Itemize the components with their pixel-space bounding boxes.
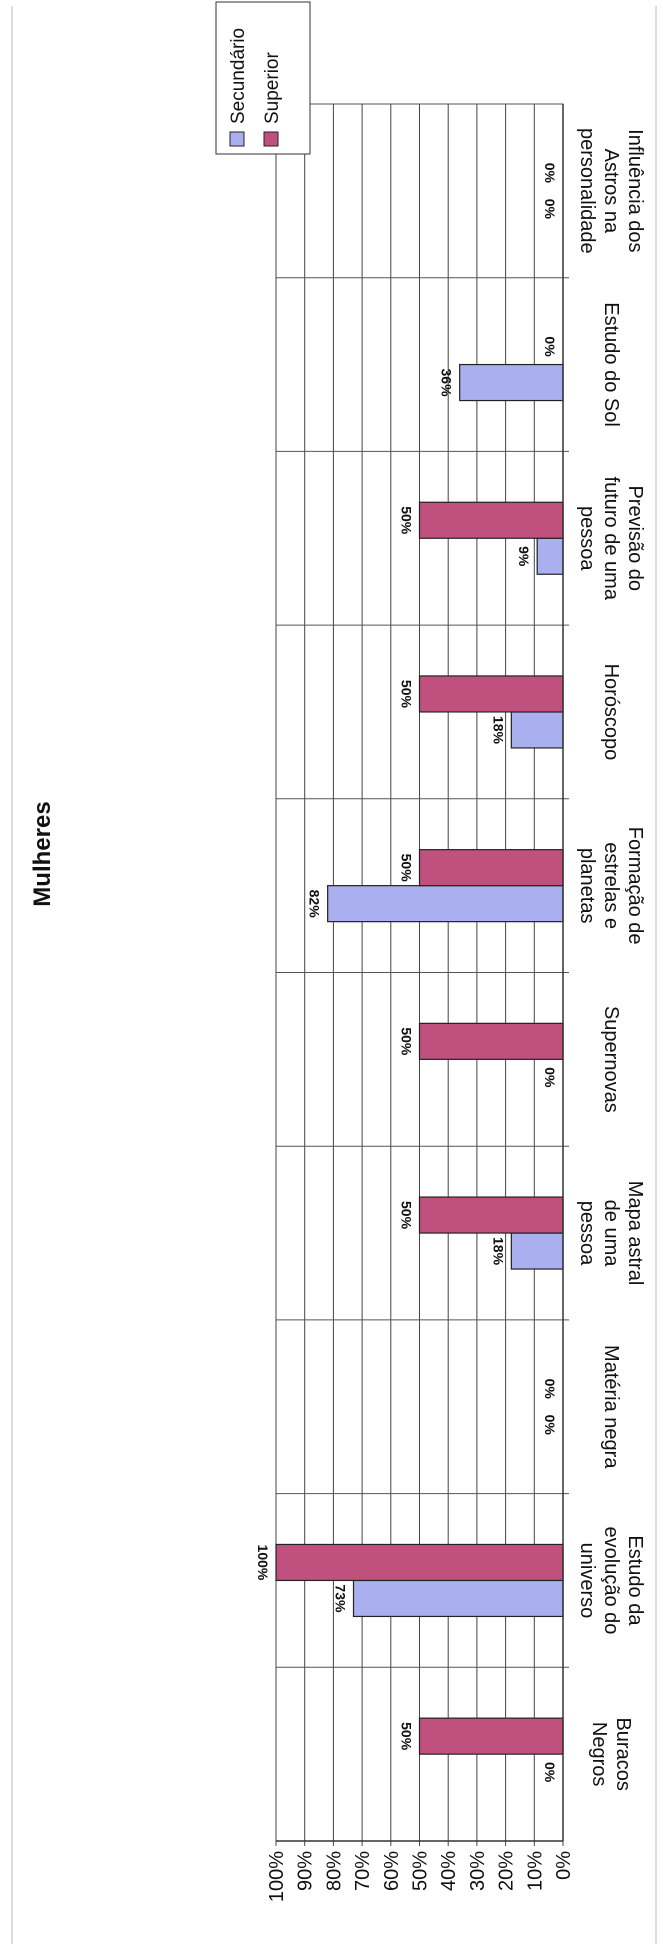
- category-label-line: Influência dos: [624, 129, 646, 252]
- legend-box: [215, 1, 311, 155]
- category-label-line: Formação de: [624, 827, 646, 945]
- category-label-line: Estudo do Sol: [600, 302, 622, 427]
- y-tick-label: 80%: [323, 1851, 345, 1891]
- legend-swatch: [263, 131, 279, 147]
- legend-label: Secundário: [228, 28, 249, 124]
- bar-secundario: [510, 711, 564, 749]
- bars: [275, 363, 564, 1755]
- category-label-line: evolução do: [600, 1527, 622, 1635]
- legend-label: Superior: [262, 52, 283, 124]
- bar-secundario: [536, 537, 564, 575]
- data-label: 0%: [542, 1762, 558, 1783]
- bar-superior: [418, 849, 564, 887]
- data-label: 0%: [542, 1415, 558, 1436]
- data-label: 50%: [399, 1201, 415, 1230]
- y-tick-label: 100%: [266, 1851, 288, 1902]
- bar-superior: [275, 1543, 564, 1582]
- data-label: 9%: [516, 546, 532, 567]
- bar-superior: [418, 501, 564, 539]
- category-label-line: Matéria negra: [600, 1345, 622, 1469]
- data-label: 50%: [399, 854, 415, 883]
- y-tick-label: 30%: [467, 1851, 489, 1891]
- legend-swatch: [229, 131, 245, 147]
- category-label: Matéria negra: [600, 1345, 622, 1469]
- bar-secundario: [327, 885, 564, 923]
- y-tick-label: 50%: [410, 1851, 432, 1891]
- category-label-line: planetas: [576, 848, 598, 924]
- legend: Secundário Superior: [215, 1, 311, 155]
- data-label: 100%: [255, 1545, 271, 1581]
- y-tick-label: 60%: [381, 1851, 403, 1891]
- data-label: 50%: [399, 1722, 415, 1751]
- data-label: 50%: [399, 1027, 415, 1056]
- bar-secundario: [510, 1232, 564, 1270]
- bar-superior: [418, 675, 564, 713]
- data-labels: 0% 50% 73% 100% 0% 0% 18% 50% 0% 50% 82% 50% 18% 50% 9…: [255, 163, 558, 1783]
- data-label: 36%: [439, 369, 455, 398]
- data-label: 18%: [490, 716, 506, 745]
- category-label-line: Supernovas: [600, 1006, 622, 1113]
- data-label: 50%: [399, 680, 415, 709]
- data-label: 0%: [542, 199, 558, 220]
- category-label-line: de uma: [600, 1200, 622, 1268]
- data-label: 50%: [399, 506, 415, 535]
- y-tick-label: 0%: [553, 1851, 575, 1880]
- category-label-line: Horóscopo: [600, 664, 622, 761]
- category-label-line: universo: [576, 1543, 598, 1619]
- data-label: 0%: [542, 163, 558, 184]
- category-label-line: Astros na: [600, 149, 622, 234]
- category-label-line: Estudo da: [624, 1535, 646, 1626]
- category-label-line: pessoa: [576, 506, 598, 571]
- y-tick-label: 20%: [496, 1851, 518, 1891]
- category-label-line: personalidade: [576, 128, 598, 254]
- data-label: 18%: [490, 1237, 506, 1266]
- category-label: Horóscopo: [600, 664, 622, 761]
- category-label-line: Mapa astral: [624, 1181, 646, 1286]
- bar-superior: [418, 1196, 564, 1234]
- y-axis: [275, 104, 564, 1846]
- data-label: 73%: [332, 1584, 348, 1613]
- data-label: 0%: [542, 336, 558, 357]
- category-label-line: estrelas e: [600, 842, 622, 929]
- category-label-line: Negros: [588, 1722, 610, 1786]
- category-label: Estudo do Sol: [600, 302, 622, 427]
- bar-superior: [418, 1022, 564, 1060]
- category-label-line: futuro de uma: [600, 477, 622, 601]
- y-tick-label: 70%: [352, 1851, 374, 1891]
- bar-secundario: [459, 363, 564, 402]
- y-tick-label: 10%: [524, 1851, 546, 1891]
- data-label: 82%: [307, 890, 323, 919]
- chart-title: Mulheres: [29, 801, 56, 906]
- bar-superior: [418, 1717, 564, 1755]
- data-label: 0%: [542, 1379, 558, 1400]
- y-tick-label: 40%: [438, 1851, 460, 1891]
- y-tick-labels: 0% 10% 20% 30% 40% 50% 60% 70% 80% 90% 100%: [266, 1851, 575, 1902]
- bar-secundario: [352, 1579, 564, 1618]
- category-label-line: Buracos: [612, 1717, 634, 1790]
- category-label: Supernovas: [600, 1006, 622, 1113]
- category-label-line: pessoa: [576, 1201, 598, 1266]
- y-tick-label: 90%: [295, 1851, 317, 1891]
- category-label-line: Previsão do: [624, 485, 646, 591]
- data-label: 0%: [542, 1067, 558, 1088]
